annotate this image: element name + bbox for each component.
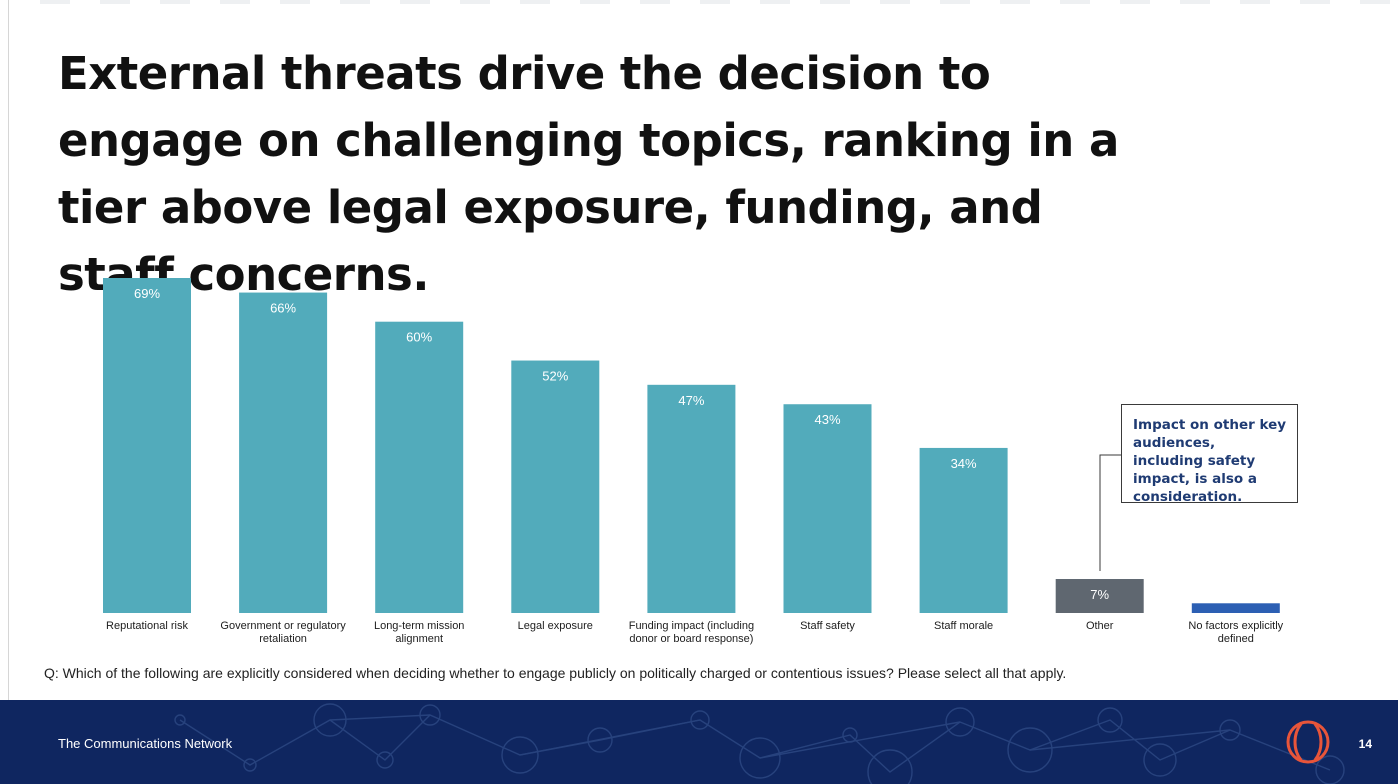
top-dash (700, 0, 730, 4)
top-dash (340, 0, 370, 4)
bar (647, 384, 736, 613)
top-dash (640, 0, 670, 4)
bar (1191, 603, 1280, 613)
top-dash (100, 0, 130, 4)
top-dash (280, 0, 310, 4)
top-dash (1120, 0, 1150, 4)
top-decoration (0, 0, 1398, 4)
bar-value-label: 34% (951, 456, 977, 471)
bar (783, 404, 872, 613)
category-label: Legal exposure (518, 620, 593, 632)
category-label: Funding impact (including donor or board … (629, 620, 754, 645)
bar-value-label: 52% (542, 369, 568, 384)
page-number: 14 (1358, 737, 1372, 751)
top-dash (820, 0, 850, 4)
network-pattern-background (174, 703, 1345, 784)
callout-leader-line (1099, 454, 1121, 571)
category-label: Long-term mission alignment (374, 620, 464, 645)
top-dash (520, 0, 550, 4)
organization-name: The Communications Network (58, 736, 233, 751)
bar-chart: 69% 66% 60% 52% 47% 43% 34% 7% Reputational ris… (103, 278, 1284, 645)
top-dash (1360, 0, 1390, 4)
category-label: Reputational risk (106, 620, 188, 632)
bar-value-label: 43% (814, 412, 840, 427)
bar (239, 292, 328, 613)
top-dash (1060, 0, 1090, 4)
category-label: Staff morale (934, 620, 993, 632)
bar-value-label: 69% (134, 286, 160, 301)
callout-box: Impact on other key audiences, including… (1121, 404, 1298, 505)
top-dash (160, 0, 190, 4)
bar (375, 321, 464, 613)
bar (103, 278, 191, 613)
top-dash (880, 0, 910, 4)
bar-value-label: 60% (406, 330, 432, 345)
top-dash (220, 0, 250, 4)
top-dash (580, 0, 610, 4)
footer-bar: The Communications Network 14 (0, 700, 1398, 784)
bar-value-label: 66% (270, 301, 296, 316)
bar (511, 360, 600, 613)
slide-title: External threats drive the decision to e… (58, 47, 1119, 301)
category-label: No factors explicitly defined (1188, 620, 1283, 645)
organization-logo-icon (1286, 720, 1330, 764)
bar (919, 447, 1008, 613)
top-dash (1000, 0, 1030, 4)
bar (1055, 579, 1144, 613)
top-dash (460, 0, 490, 4)
survey-question: Q: Which of the following are explicitly… (44, 665, 1067, 681)
top-dash (1300, 0, 1330, 4)
top-dash (400, 0, 430, 4)
top-dash (1240, 0, 1270, 4)
category-label: Government or regulatory retaliation (220, 620, 346, 645)
top-dash (940, 0, 970, 4)
top-dash (1180, 0, 1210, 4)
left-border-rule (8, 0, 9, 700)
top-dash (40, 0, 70, 4)
bar-value-label: 47% (678, 393, 704, 408)
top-dash (760, 0, 790, 4)
category-label: Staff safety (800, 620, 855, 632)
bar-value-label: 7% (1090, 587, 1109, 602)
category-label: Other (1086, 620, 1114, 632)
